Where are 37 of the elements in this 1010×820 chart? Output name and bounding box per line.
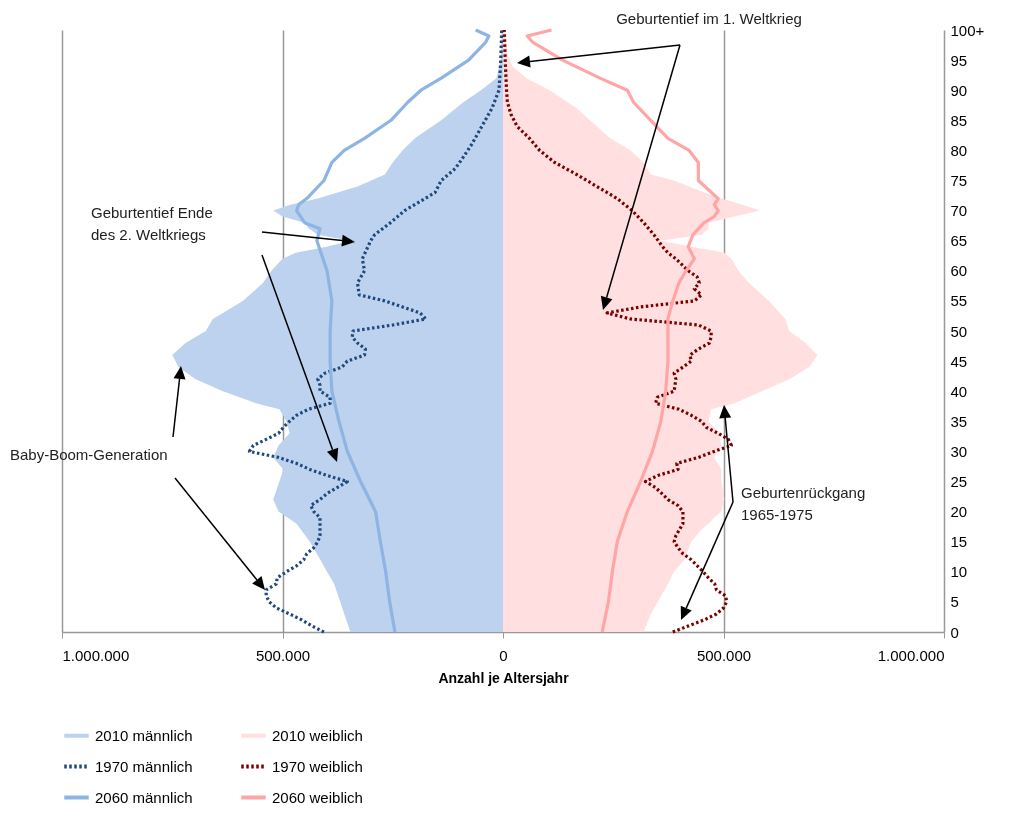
y-tick-label: 75 xyxy=(950,172,968,189)
x-tick-label: 1.000.000 xyxy=(877,646,945,664)
y-tick-label: 65 xyxy=(950,232,968,250)
y-tick-label: 80 xyxy=(950,141,968,159)
text: Geburtentief im 1. Weltkrieg xyxy=(616,10,802,27)
x-tick-label: 500.000 xyxy=(696,646,752,664)
y-tick-label: 10 xyxy=(950,563,968,581)
y-tick-label: 40 xyxy=(950,382,968,400)
legend-label: 1970 männlich xyxy=(95,757,193,775)
annotation: Geburtentief Ende des 2. Weltkriegs xyxy=(91,204,213,243)
legend-label: 2010 männlich xyxy=(95,726,193,744)
y-tick-label: 35 xyxy=(950,412,968,430)
y-tick-label: 60 xyxy=(950,262,968,280)
y-tick-label: 95 xyxy=(950,51,968,69)
x-axis-title: Anzahl je Altersjahr xyxy=(438,669,570,686)
y-tick-label: 30 xyxy=(950,442,968,460)
y-tick-label: 90 xyxy=(950,81,968,99)
x-tick-label: 1.000.000 xyxy=(62,646,130,664)
y-tick-label: 100+ xyxy=(950,21,985,39)
y-tick-label: 50 xyxy=(950,322,968,340)
y-tick-label: 25 xyxy=(950,473,968,490)
x-tick-label: 500.000 xyxy=(255,646,311,664)
y-tick-label: 70 xyxy=(950,202,968,220)
legend-label: 1970 weiblich xyxy=(272,757,363,775)
legend-label: 2010 weiblich xyxy=(272,726,363,744)
annotation: Baby-Boom-Generation xyxy=(10,446,168,463)
y-tick-label: 15 xyxy=(950,533,968,551)
x-tick-label: 0 xyxy=(499,646,508,664)
y-tick-label: 5 xyxy=(950,593,959,611)
y-tick-label: 0 xyxy=(950,623,959,641)
legend-label: 2060 männlich xyxy=(95,788,193,806)
legend-label: 2060 weiblich xyxy=(272,788,363,806)
y-tick-label: 45 xyxy=(950,352,968,370)
y-tick-label: 55 xyxy=(950,292,968,310)
y-tick-label: 20 xyxy=(950,503,968,521)
y-tick-label: 85 xyxy=(950,111,968,129)
annotation: Geburtenrückgang 1965-1975 xyxy=(741,484,866,523)
